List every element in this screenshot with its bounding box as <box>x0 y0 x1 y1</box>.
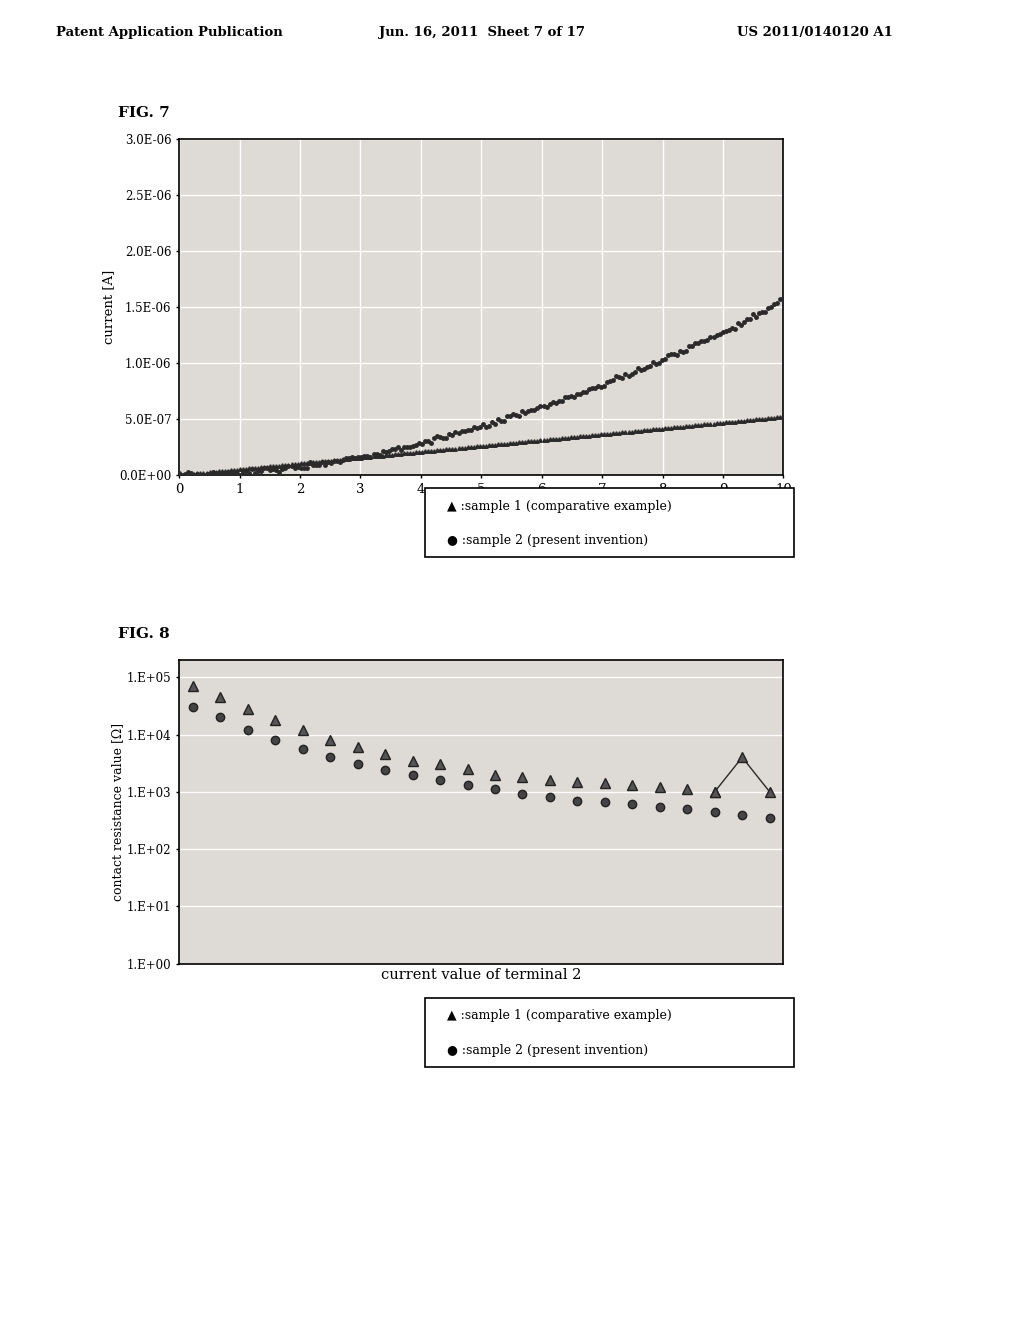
Text: Patent Application Publication: Patent Application Publication <box>56 26 283 40</box>
Text: ▲ :sample 1 (comparative example): ▲ :sample 1 (comparative example) <box>447 1010 672 1022</box>
Text: FIG. 8: FIG. 8 <box>118 627 170 642</box>
X-axis label: voltage [V]: voltage [V] <box>440 500 522 513</box>
Text: ▲ :sample 1 (comparative example): ▲ :sample 1 (comparative example) <box>447 500 672 512</box>
Text: US 2011/0140120 A1: US 2011/0140120 A1 <box>737 26 893 40</box>
X-axis label: current value of terminal 2: current value of terminal 2 <box>381 968 582 982</box>
Text: ● :sample 2 (present invention): ● :sample 2 (present invention) <box>447 1044 648 1056</box>
Y-axis label: contact resistance value [Ω]: contact resistance value [Ω] <box>112 723 124 900</box>
Text: ● :sample 2 (present invention): ● :sample 2 (present invention) <box>447 535 648 546</box>
Text: Jun. 16, 2011  Sheet 7 of 17: Jun. 16, 2011 Sheet 7 of 17 <box>379 26 585 40</box>
Text: FIG. 7: FIG. 7 <box>118 106 170 120</box>
Y-axis label: current [A]: current [A] <box>102 269 115 345</box>
